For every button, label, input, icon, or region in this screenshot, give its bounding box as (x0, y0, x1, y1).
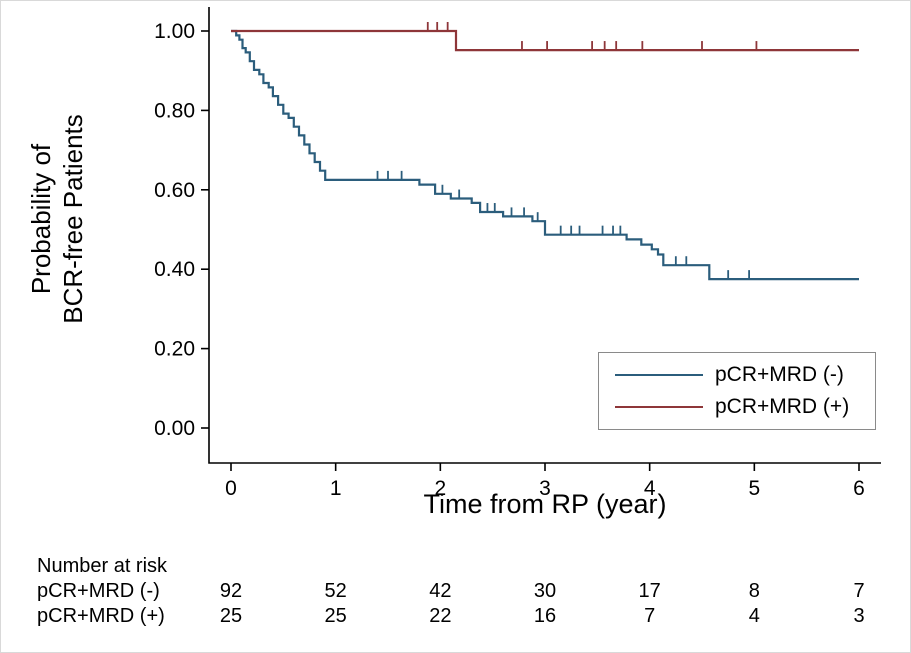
risk-count: 4 (748, 605, 760, 627)
km-curve-1 (231, 29, 859, 52)
risk-count: 7 (853, 580, 865, 602)
risk-count: 22 (429, 605, 452, 627)
y-tick-label: 0.00 (154, 417, 195, 440)
risk-count: 25 (219, 605, 243, 627)
risk-row-label: pCR+MRD (-) (37, 580, 160, 602)
legend-label: pCR+MRD (-) (715, 363, 844, 386)
legend-swatch-line (615, 374, 703, 376)
risk-count: 17 (638, 580, 661, 602)
risk-count: 3 (853, 605, 865, 627)
km-curve-0 (231, 29, 859, 281)
legend-item: pCR+MRD (-) (599, 359, 875, 391)
legend-label: pCR+MRD (+) (715, 395, 850, 418)
y-tick-label: 0.20 (154, 338, 195, 361)
legend-item: pCR+MRD (+) (599, 391, 875, 423)
y-tick-label: 0.40 (154, 258, 195, 281)
legend: pCR+MRD (-) pCR+MRD (+) (598, 352, 876, 430)
risk-count: 8 (748, 580, 760, 602)
risk-count: 25 (324, 605, 347, 627)
y-axis-title: Probability of BCR-free Patients (25, 4, 89, 434)
y-tick-label: 0.60 (154, 179, 195, 202)
axes (208, 7, 881, 464)
y-axis-title-line1: Probability of (26, 143, 56, 295)
risk-row-label: pCR+MRD (+) (37, 605, 165, 627)
x-tick-label: 5 (748, 477, 760, 500)
legend-swatch-line (615, 406, 703, 408)
risk-count: 42 (429, 580, 452, 602)
x-tick-label: 3 (539, 477, 551, 500)
x-tick-label: 1 (330, 477, 342, 500)
risk-count: 92 (219, 580, 243, 602)
x-tick-label: 2 (434, 477, 446, 500)
risk-row: pCR+MRD (+) 25 25 22 16 7 4 3 (1, 605, 910, 630)
risk-table-title: Number at risk (37, 555, 168, 577)
risk-count: 52 (324, 580, 347, 602)
y-axis-title-line2: BCR-free Patients (58, 114, 88, 324)
risk-row: pCR+MRD (-) 92 52 42 30 17 8 7 (1, 580, 910, 605)
x-axis-title: Time from RP (year) (423, 489, 667, 519)
risk-count: 30 (533, 580, 557, 602)
x-tick-label: 4 (644, 477, 656, 500)
y-tick-label: 1.00 (154, 20, 195, 43)
risk-count: 16 (533, 605, 557, 627)
x-tick-label: 0 (225, 477, 237, 500)
y-tick-label: 0.80 (154, 99, 195, 122)
risk-count: 7 (644, 605, 656, 627)
x-tick-label: 6 (853, 477, 865, 500)
